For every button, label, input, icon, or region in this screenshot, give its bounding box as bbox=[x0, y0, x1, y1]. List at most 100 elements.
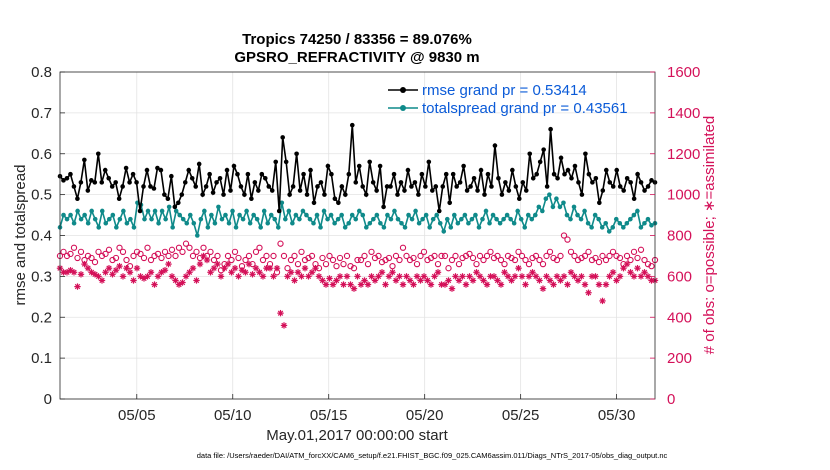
obs-possible-marker bbox=[130, 252, 137, 260]
rmse-marker bbox=[607, 180, 613, 185]
totalspread-marker bbox=[205, 225, 211, 230]
obs-possible-marker bbox=[553, 256, 561, 264]
obs-possible-marker bbox=[434, 260, 442, 268]
obs-assimilated-marker bbox=[606, 273, 613, 280]
totalspread-marker bbox=[275, 225, 281, 230]
asterisk-stroke bbox=[526, 273, 532, 280]
obs-assimilated-marker bbox=[329, 281, 337, 288]
totalspread-marker bbox=[568, 216, 573, 222]
obs-possible-marker bbox=[532, 252, 540, 260]
y-right-tick-label: 1000 bbox=[667, 187, 700, 204]
obs-assimilated-marker bbox=[343, 273, 351, 280]
totalspread-marker bbox=[628, 216, 633, 222]
asterisk-stroke bbox=[466, 273, 473, 280]
rmse-marker bbox=[207, 171, 212, 177]
asterisk-stroke bbox=[351, 285, 357, 292]
totalspread-marker bbox=[592, 212, 598, 218]
rmse-marker bbox=[513, 184, 519, 189]
totalspread-marker bbox=[311, 220, 316, 226]
data-file-footnote: data file: /Users/raeder/DAI/ATM_forcXX/… bbox=[197, 451, 668, 460]
totalspread-marker bbox=[279, 200, 285, 206]
totalspread-marker bbox=[409, 216, 415, 222]
obs-possible-marker bbox=[564, 236, 571, 243]
obs-assimilated-marker bbox=[385, 273, 393, 280]
asterisk-stroke bbox=[130, 277, 137, 284]
rmse-marker bbox=[68, 171, 73, 177]
obs-possible-marker bbox=[480, 256, 487, 264]
obs-possible-marker bbox=[298, 248, 305, 255]
totalspread-marker bbox=[649, 222, 654, 228]
obs-possible-marker bbox=[623, 252, 631, 260]
rmse-marker bbox=[193, 184, 199, 189]
totalspread-marker bbox=[64, 216, 70, 222]
asterisk-stroke bbox=[267, 265, 273, 271]
asterisk-stroke bbox=[459, 273, 466, 280]
obs-possible-marker bbox=[210, 256, 218, 264]
obs-assimilated-marker bbox=[123, 265, 130, 272]
asterisk-stroke bbox=[564, 281, 571, 288]
rmse-marker bbox=[120, 184, 125, 189]
obs-possible-marker bbox=[214, 252, 221, 260]
asterisk-stroke bbox=[638, 273, 644, 280]
rmse-marker bbox=[624, 175, 630, 181]
asterisk-stroke bbox=[260, 273, 266, 280]
asterisk-stroke bbox=[186, 269, 193, 275]
obs-possible-marker bbox=[256, 244, 263, 251]
rmse-marker bbox=[436, 208, 442, 214]
totalspread-marker bbox=[487, 220, 492, 226]
y-tick-label: 0.6 bbox=[31, 146, 52, 163]
totalspread-marker bbox=[388, 216, 394, 222]
rmse-marker bbox=[416, 192, 421, 197]
totalspread-marker bbox=[606, 229, 612, 234]
obs-possible-marker bbox=[343, 252, 351, 260]
obs-assimilated-marker bbox=[641, 269, 648, 276]
asterisk-stroke bbox=[302, 265, 308, 271]
obs-possible-marker bbox=[189, 252, 197, 260]
obs-assimilated-marker bbox=[592, 273, 599, 280]
obs-assimilated-marker bbox=[74, 283, 81, 290]
asterisk-stroke bbox=[288, 269, 294, 275]
y-axis-label: rmse and totalspread bbox=[12, 165, 29, 306]
rmse-marker bbox=[520, 180, 526, 185]
obs-possible-marker bbox=[67, 250, 74, 258]
asterisk-stroke bbox=[218, 273, 224, 280]
totalspread-marker bbox=[191, 220, 197, 226]
asterisk-stroke bbox=[340, 281, 347, 288]
rmse-marker bbox=[569, 175, 574, 181]
obs-possible-marker bbox=[123, 256, 130, 264]
rmse-marker bbox=[273, 159, 279, 165]
totalspread-marker bbox=[399, 220, 404, 226]
totalspread-marker bbox=[466, 220, 471, 226]
asterisk-stroke bbox=[155, 273, 161, 280]
asterisk-stroke bbox=[120, 273, 126, 280]
asterisk-stroke bbox=[162, 267, 168, 273]
obs-assimilated-marker bbox=[441, 281, 449, 288]
rmse-marker bbox=[196, 161, 202, 167]
obs-possible-marker bbox=[277, 240, 284, 247]
obs-possible-marker bbox=[333, 263, 340, 270]
obs-assimilated-marker bbox=[543, 273, 550, 280]
rmse-marker bbox=[499, 192, 505, 197]
totalspread-marker bbox=[480, 216, 485, 222]
rmse-marker bbox=[169, 173, 174, 179]
rmse-marker bbox=[318, 180, 324, 185]
asterisk-stroke bbox=[270, 273, 277, 280]
obs-possible-marker bbox=[417, 252, 424, 260]
asterisk-stroke bbox=[540, 285, 546, 292]
obs-assimilated-marker bbox=[224, 260, 232, 268]
obs-possible-marker bbox=[102, 250, 109, 258]
asterisk-stroke bbox=[116, 263, 123, 269]
asterisk-stroke bbox=[88, 269, 95, 275]
asterisk-stroke bbox=[442, 281, 448, 288]
legend-rmse-marker bbox=[400, 87, 406, 93]
totalspread-marker bbox=[335, 216, 341, 222]
obs-assimilated-marker bbox=[375, 273, 382, 280]
asterisk-stroke bbox=[477, 273, 483, 280]
asterisk-stroke bbox=[347, 281, 354, 288]
obs-possible-marker bbox=[483, 252, 491, 260]
rmse-marker bbox=[409, 184, 414, 189]
obs-possible-marker bbox=[557, 252, 564, 260]
obs-possible-marker bbox=[112, 254, 120, 262]
asterisk-stroke bbox=[596, 281, 602, 288]
obs-assimilated-marker bbox=[315, 273, 323, 280]
